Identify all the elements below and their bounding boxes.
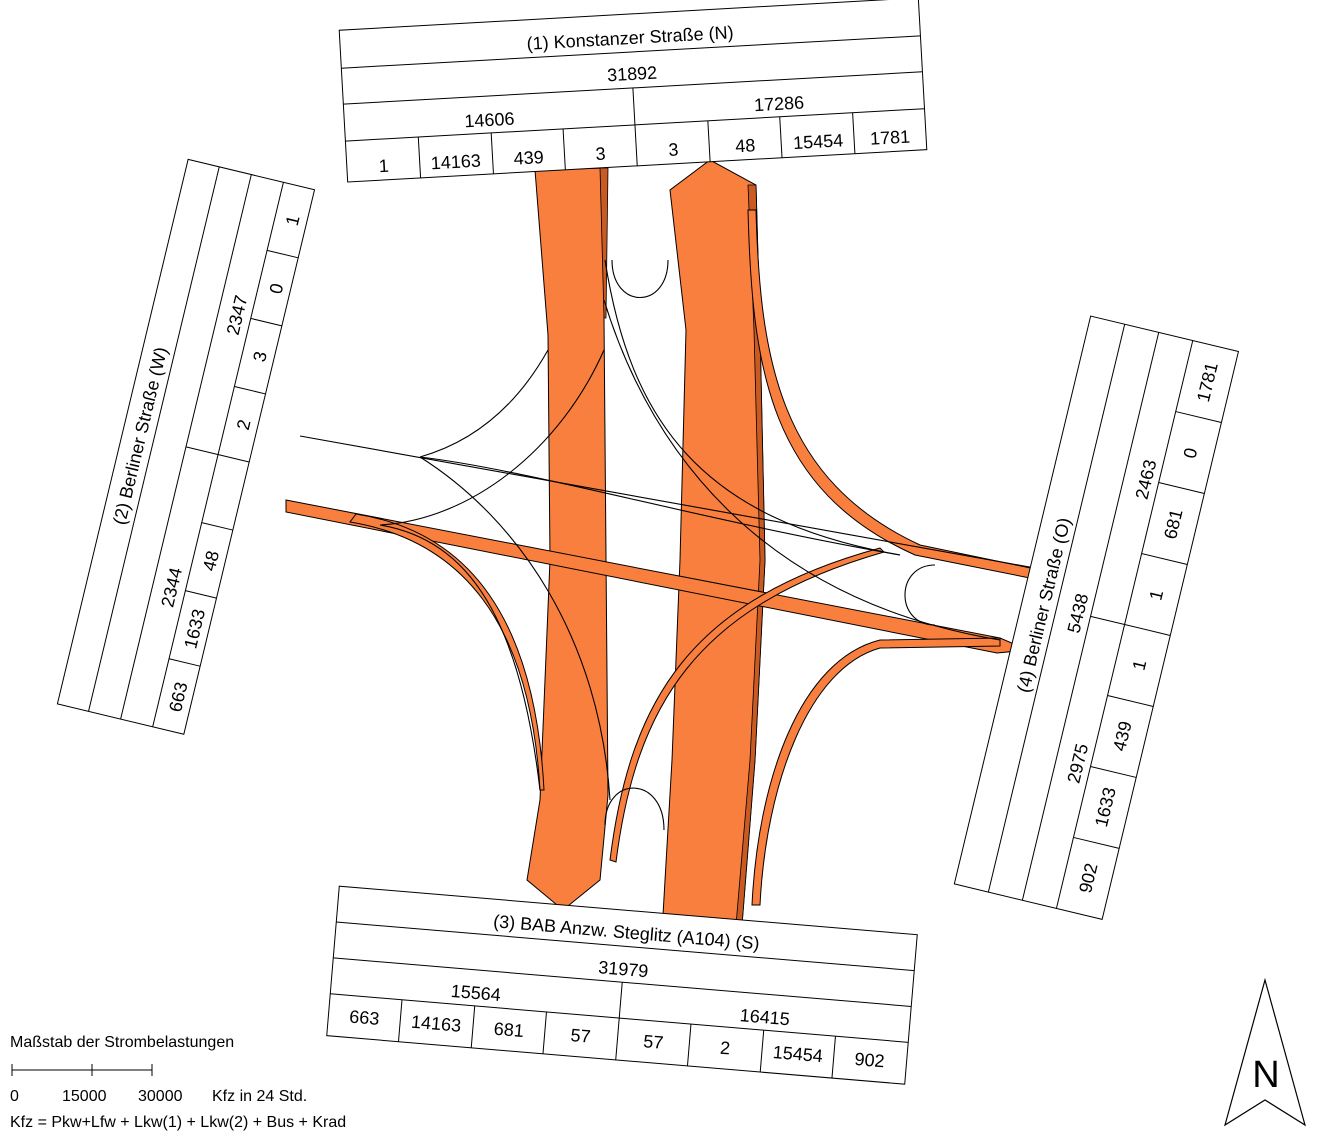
- scale-tick-2: 30000: [138, 1088, 183, 1105]
- scale-tick-0: 0: [10, 1088, 19, 1105]
- flow-south-east: [751, 637, 1001, 906]
- north-cell: 1: [378, 156, 389, 177]
- north-count-box: (1) Konstanzer Straße (N) 31892 14606 17…: [338, 0, 928, 183]
- south-cell: 15454: [772, 1042, 824, 1066]
- north-cell: 15454: [793, 130, 844, 153]
- turning-lines: [299, 259, 1036, 831]
- east-count-box: (4) Berliner Straße (O) 5438 2463 2975 1…: [953, 315, 1240, 921]
- scale-unit: Kfz in 24 Std.: [212, 1088, 308, 1105]
- south-cell: 902: [854, 1049, 886, 1071]
- south-cell: 2: [719, 1038, 731, 1059]
- uturn-south: [604, 787, 665, 831]
- north-total: 31892: [607, 63, 658, 86]
- scale-tick-1: 15000: [62, 1088, 107, 1105]
- flow-west-south: [349, 513, 545, 791]
- scale-bar: [11, 1064, 153, 1076]
- west-count-box: (2) Berliner Straße (W) 2347 2344 1 0 3 …: [56, 158, 316, 735]
- west-cell: 0: [266, 281, 288, 295]
- south-cell: 14163: [410, 1012, 462, 1036]
- east-cell: 0: [1180, 446, 1202, 460]
- south-cell: 57: [643, 1031, 665, 1053]
- north-arrow-icon: N: [1224, 977, 1306, 1127]
- south-total: 31979: [598, 957, 650, 981]
- south-count-box: (3) BAB Anzw. Steglitz (A104) (S) 31979 …: [326, 885, 918, 1085]
- north-cell: 1781: [870, 127, 911, 149]
- uturn-north: [611, 259, 669, 298]
- north-cell: 439: [513, 147, 544, 169]
- formula: Kfz = Pkw+Lfw + Lkw(1) + Lkw(2) + Bus + …: [10, 1114, 347, 1131]
- south-cell: 663: [349, 1007, 381, 1029]
- east-cell: 1: [1145, 588, 1167, 602]
- north-cell: 14163: [430, 151, 481, 174]
- uturn-east: [904, 564, 936, 626]
- south-cell: 681: [493, 1019, 525, 1041]
- north-right-sum: 17286: [753, 92, 804, 115]
- south-right-sum: 16415: [739, 1005, 791, 1029]
- west-cell: 1: [282, 213, 304, 227]
- flow-bands: [285, 159, 1041, 926]
- north-left-sum: 14606: [464, 109, 515, 132]
- west-cell: 2: [233, 417, 255, 431]
- north-cell: 3: [668, 140, 679, 161]
- scale-labels: 0 15000 30000 Kfz in 24 Std.: [10, 1088, 430, 1108]
- north-cell: 3: [595, 144, 606, 165]
- north-label: N: [1252, 1054, 1279, 1096]
- scale-title: Maßstab der Strombelastungen: [10, 1034, 235, 1051]
- north-cell: 48: [735, 135, 756, 156]
- east-cell: 1: [1129, 658, 1151, 672]
- west-cell: 48: [199, 549, 223, 573]
- south-left-sum: 15564: [450, 981, 502, 1005]
- flow-north-south: [526, 167, 609, 911]
- south-cell: 57: [570, 1025, 592, 1047]
- west-cell: 3: [249, 349, 271, 363]
